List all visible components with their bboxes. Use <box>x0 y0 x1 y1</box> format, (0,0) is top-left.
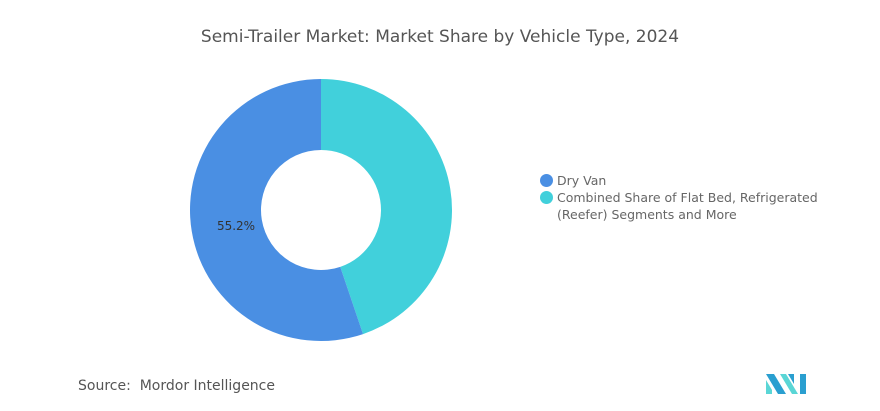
source-label: Source: <box>78 378 131 394</box>
source-value: Mordor Intelligence <box>139 378 275 394</box>
legend-label: Dry Van <box>557 173 607 188</box>
legend: Dry Van Combined Share of Flat Bed, Refr… <box>540 172 830 223</box>
legend-item-combined[interactable]: Combined Share of Flat Bed, Refrigerated… <box>540 189 830 223</box>
legend-swatch <box>540 191 553 204</box>
data-label: 55.2% <box>217 219 255 233</box>
source-note: Source: Mordor Intelligence <box>78 378 275 394</box>
legend-swatch <box>540 174 553 187</box>
legend-item-dry-van[interactable]: Dry Van <box>540 172 830 189</box>
mordor-intelligence-logo <box>766 374 806 394</box>
donut-slice-0[interactable] <box>190 79 364 341</box>
donut-slice-1[interactable] <box>321 79 453 335</box>
chart-title: Semi-Trailer Market: Market Share by Veh… <box>200 27 680 47</box>
legend-label: Combined Share of Flat Bed, Refrigerated… <box>557 190 818 222</box>
